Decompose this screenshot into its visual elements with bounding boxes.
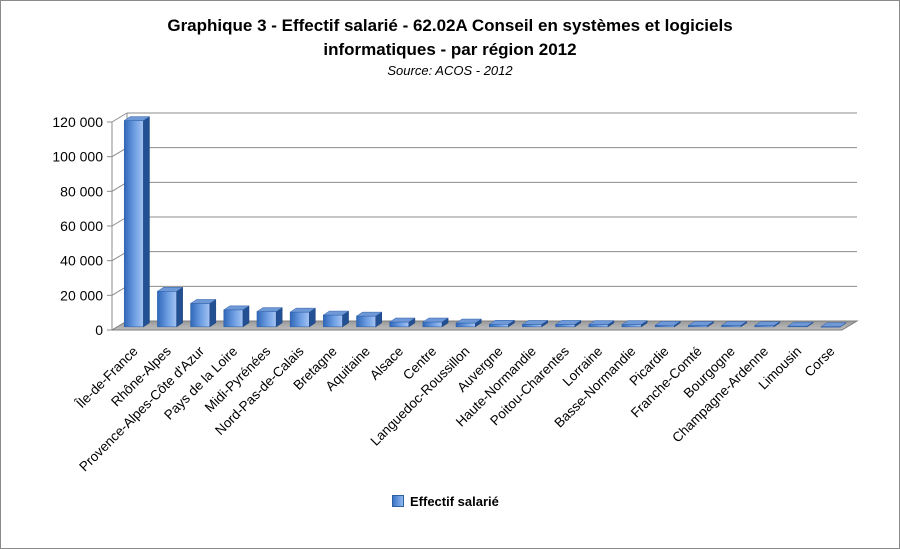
bar-top xyxy=(189,299,217,304)
bar xyxy=(222,305,250,328)
bar-front xyxy=(190,303,211,328)
bar-top xyxy=(256,307,284,312)
y-axis: 0 20 000 40 000 60 000 80 000 100 000 120 000 xyxy=(52,114,112,338)
bar-front xyxy=(323,314,343,328)
bar xyxy=(289,307,317,328)
chart-title: Graphique 3 - Effectif salarié - 62.02A … xyxy=(0,14,900,62)
gridline-side xyxy=(111,112,128,123)
bar-top xyxy=(289,307,317,313)
bar-front xyxy=(522,324,542,328)
bar-front xyxy=(389,321,410,328)
bar xyxy=(388,317,416,328)
x-tick-label: Corse xyxy=(801,344,837,380)
bar-top xyxy=(554,320,582,325)
x-axis: Île-de-FranceRhône-AlpesProvence-Alpes-C… xyxy=(73,343,838,474)
bar-top xyxy=(388,317,416,323)
bar-front xyxy=(555,324,576,328)
bar-front xyxy=(422,321,443,328)
bar-top xyxy=(820,322,848,327)
bar-side xyxy=(176,286,183,328)
y-tick-label: 0 xyxy=(95,322,103,338)
bar xyxy=(322,310,350,328)
bar xyxy=(621,320,649,328)
bar-top xyxy=(753,321,781,326)
bar-top xyxy=(587,320,615,325)
bar xyxy=(256,307,284,328)
bar-front xyxy=(488,324,509,328)
bars-layer xyxy=(123,116,848,328)
bar-top xyxy=(422,317,449,323)
chart-title-line1: Graphique 3 - Effectif salarié - 62.02A … xyxy=(167,16,733,35)
bar xyxy=(787,321,814,328)
bar-front xyxy=(621,324,642,328)
bar-top xyxy=(720,321,748,326)
y-tick-label: 120 000 xyxy=(52,114,103,130)
bar xyxy=(455,318,483,328)
chart-title-line2: informatiques - par région 2012 xyxy=(323,40,577,59)
x-tick-label: Provence-Alpes-Côte d'Azur xyxy=(76,343,207,474)
grid-layer xyxy=(111,112,857,330)
bar-front xyxy=(123,120,144,328)
legend-label: Effectif salarié xyxy=(410,493,499,509)
bar-top xyxy=(322,310,350,316)
bar-top xyxy=(123,116,151,121)
bar-front xyxy=(157,291,177,328)
bar xyxy=(488,319,516,328)
bar xyxy=(123,116,151,328)
bar-top xyxy=(355,311,383,317)
bar xyxy=(687,320,715,328)
bar-front xyxy=(223,309,244,328)
bar xyxy=(156,286,184,328)
bar-top xyxy=(687,321,715,326)
bar-top xyxy=(521,320,549,325)
bar-top xyxy=(621,320,649,325)
y-tick-label: 100 000 xyxy=(52,149,103,165)
y-tick-label: 40 000 xyxy=(60,253,103,269)
bar-front xyxy=(289,311,310,328)
legend-swatch xyxy=(392,495,404,507)
bar xyxy=(189,298,217,328)
bar-side xyxy=(143,116,150,328)
y-tick-label: 60 000 xyxy=(60,218,103,234)
bar xyxy=(554,319,582,328)
chart-subtitle: Source: ACOS - 2012 xyxy=(387,63,513,78)
bar-top xyxy=(156,287,184,292)
bar-side xyxy=(209,298,217,328)
bar-top xyxy=(222,305,250,311)
bar-top xyxy=(654,321,682,326)
bar xyxy=(422,317,449,328)
bar-top xyxy=(455,318,483,324)
bar-front xyxy=(256,311,277,328)
bar xyxy=(587,320,615,328)
y-tick-label: 80 000 xyxy=(60,183,103,199)
bar xyxy=(521,319,549,328)
bar-top xyxy=(787,321,814,327)
bar-top xyxy=(488,320,516,325)
bar-front xyxy=(588,324,609,328)
legend: Effectif salarié xyxy=(392,491,499,511)
y-tick-label: 20 000 xyxy=(60,287,103,303)
bar xyxy=(753,321,781,328)
bar-front xyxy=(356,315,376,328)
bar-front xyxy=(455,322,476,328)
bar xyxy=(720,320,748,328)
bar xyxy=(820,322,848,328)
x-tick-label: Alsace xyxy=(367,344,406,383)
bar xyxy=(654,320,682,328)
bar xyxy=(355,311,383,328)
